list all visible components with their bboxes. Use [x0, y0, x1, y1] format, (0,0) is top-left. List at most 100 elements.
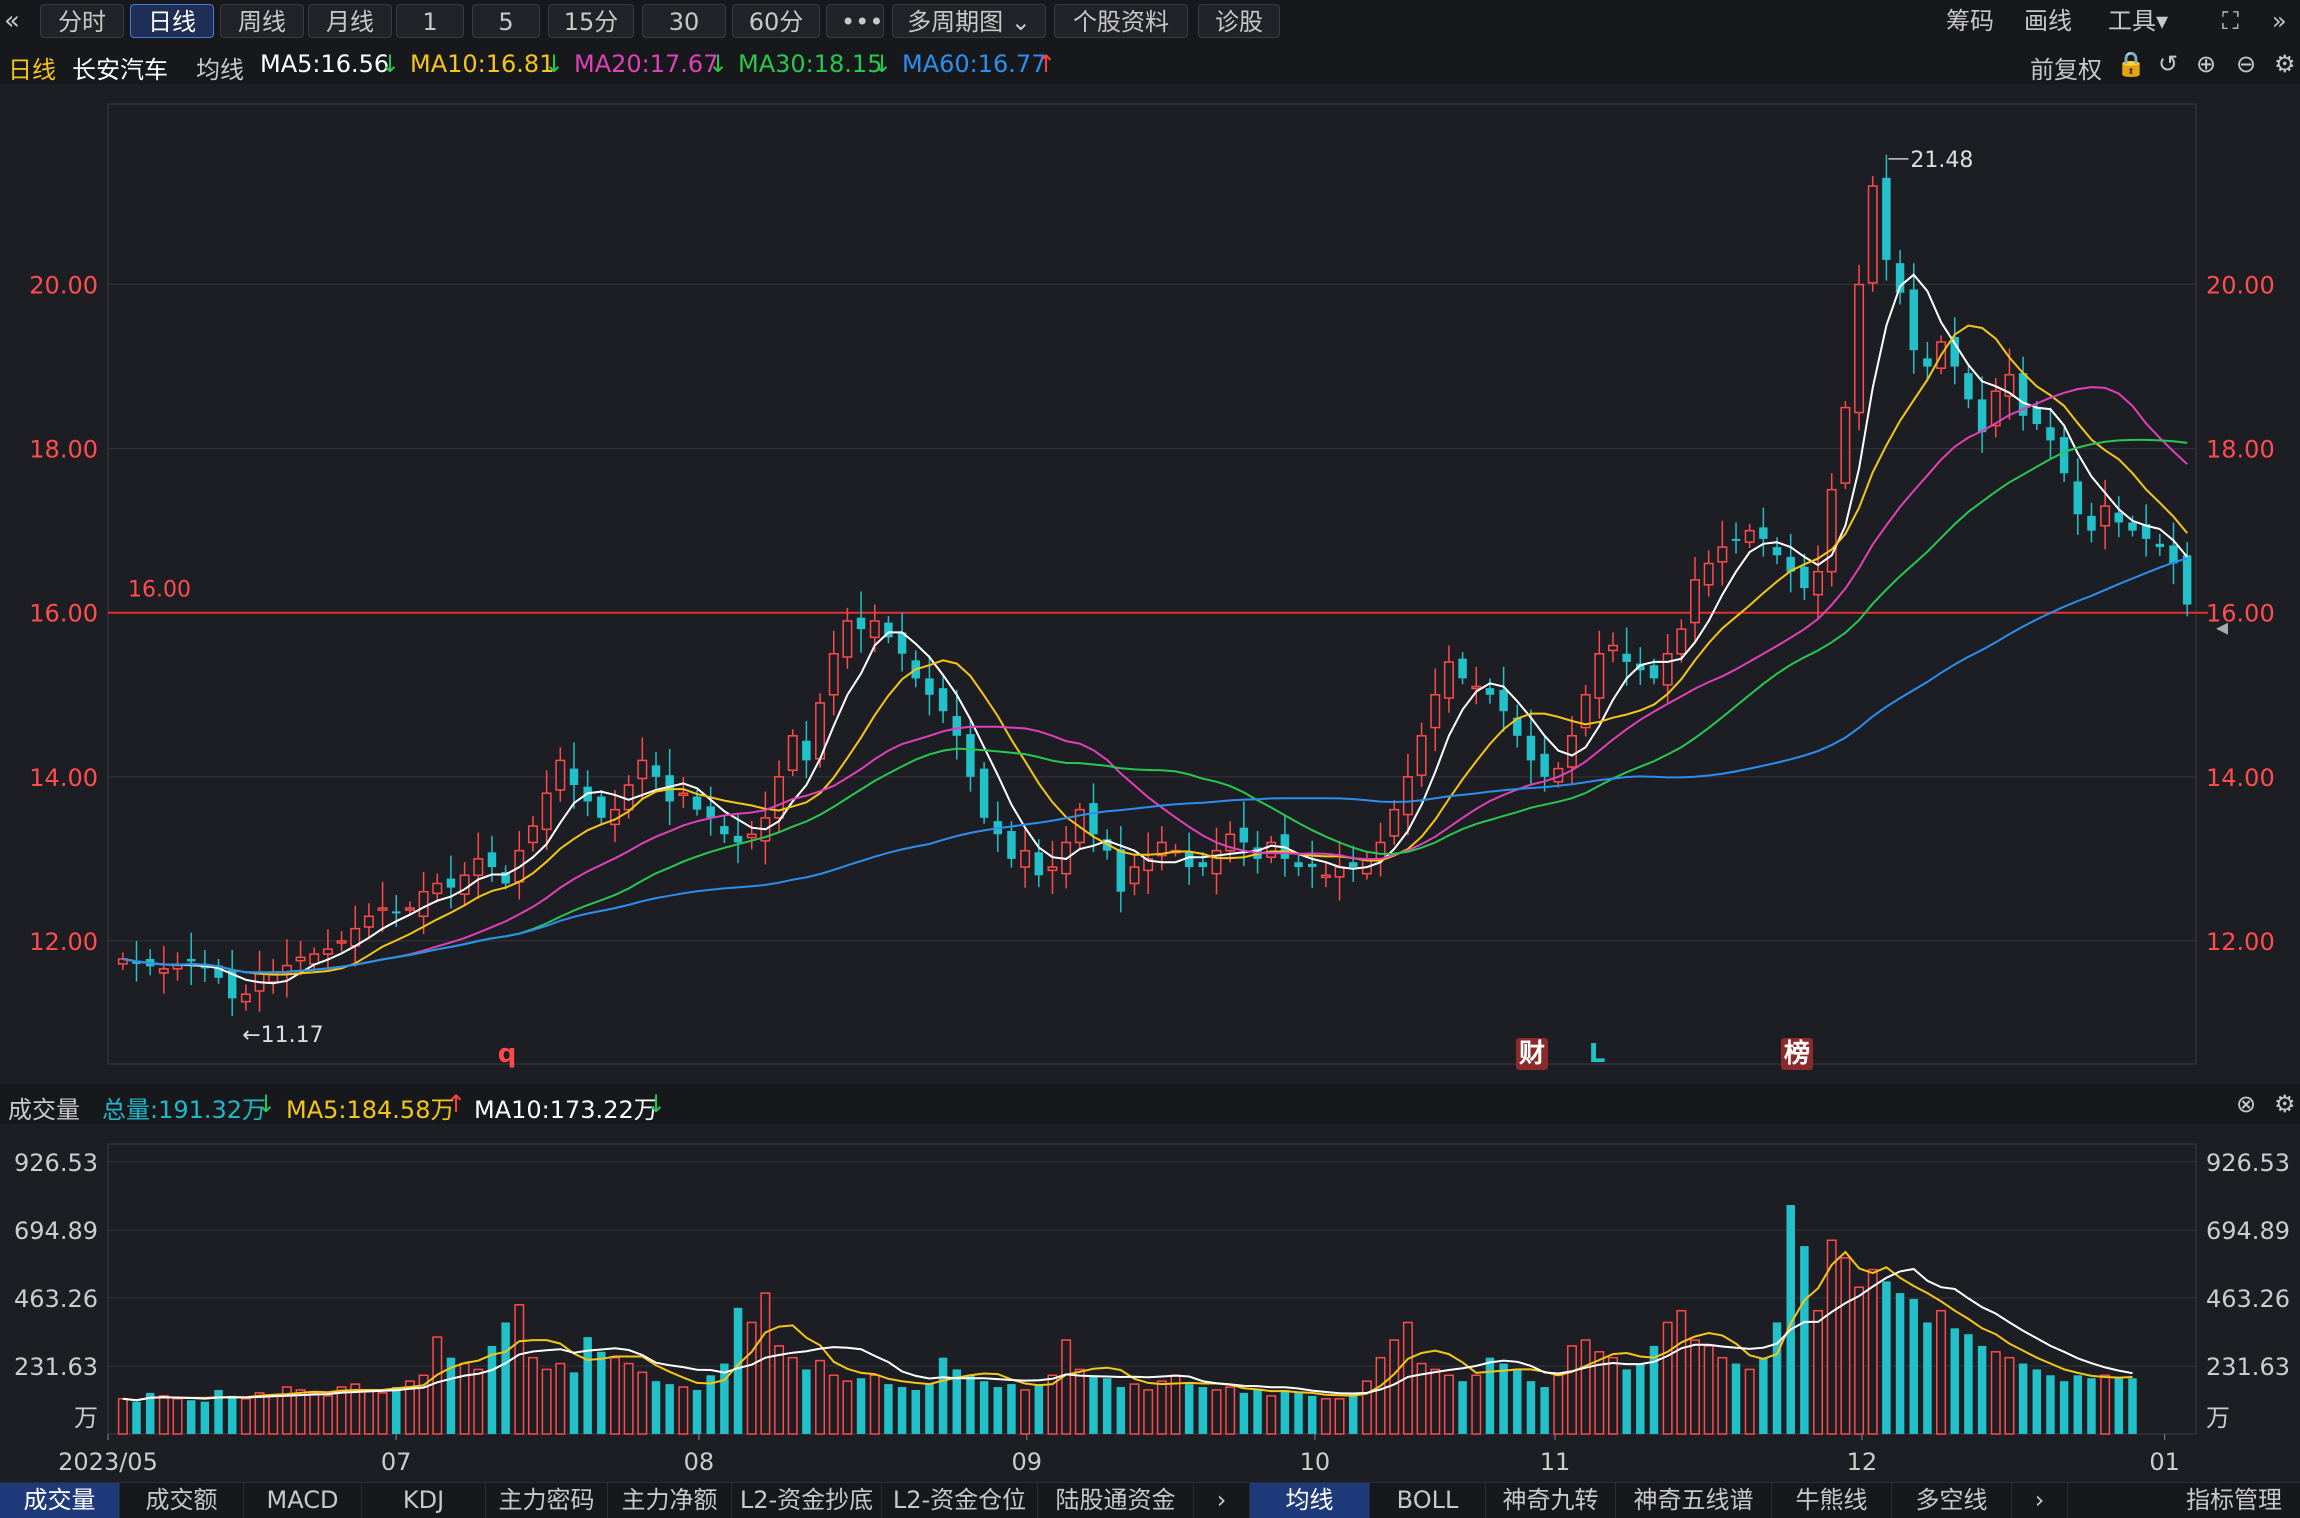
tab-hk-connect[interactable]: 陆股通资金 — [1038, 1483, 1194, 1518]
tab-magic-five[interactable]: 神奇五线谱 — [1616, 1483, 1772, 1518]
tab-8[interactable]: 60分 — [732, 4, 820, 38]
volume-bar-up — [158, 1395, 169, 1435]
candle-body-up — [240, 993, 251, 1003]
candle-body-down — [1116, 849, 1126, 892]
candle-body-down — [1513, 717, 1522, 736]
volume-bar-up — [869, 1374, 880, 1435]
candle-body-down — [1034, 852, 1044, 876]
tab-main-chip[interactable]: 主力密码 — [486, 1483, 608, 1518]
stock-name[interactable]: 长安汽车 — [72, 56, 168, 84]
draw-line-button[interactable]: 画线 — [2024, 7, 2072, 35]
back-icon[interactable]: « — [4, 6, 20, 36]
candle-body-down — [884, 622, 893, 638]
candle-body-up — [404, 907, 415, 911]
candle-body-down — [1759, 527, 1768, 539]
fullscreen-icon[interactable]: ⛶ — [2222, 7, 2239, 35]
tools-menu-button[interactable]: 工具▾ — [2108, 7, 2169, 35]
volume-bar-down — [1882, 1281, 1891, 1434]
candle-body-down — [1458, 658, 1467, 679]
zoom-in-icon[interactable]: ⊕ — [2196, 50, 2217, 78]
volume-tick-right: 926.53 — [2206, 1149, 2290, 1177]
collapse-panel-icon[interactable]: » — [2272, 7, 2287, 35]
volume-bar-down — [501, 1322, 510, 1434]
volume-bar-down — [911, 1389, 920, 1434]
volume-bar-up — [1826, 1239, 1837, 1435]
ma20-down-arrow-icon: ↓ — [708, 50, 729, 78]
tab-5[interactable]: 5分 — [472, 4, 540, 70]
tab-kdj[interactable]: KDJ — [362, 1483, 486, 1518]
volume-bar-down — [214, 1389, 223, 1434]
ma5-value: MA5:16.56 — [260, 50, 390, 78]
volume-bar-up — [774, 1345, 785, 1435]
close-volume-icon[interactable]: ⊗ — [2236, 1090, 2257, 1118]
tab-7[interactable]: 30分 — [642, 4, 726, 70]
tab-long-short[interactable]: 多空线 — [1892, 1483, 2012, 1518]
candle-body-down — [2128, 522, 2137, 531]
undo-icon[interactable]: ↺ — [2158, 50, 2179, 78]
tab-ma[interactable]: 均线 — [1250, 1483, 1370, 1518]
volume-bar-down — [1526, 1381, 1536, 1434]
tab-main-net[interactable]: 主力净额 — [608, 1483, 732, 1518]
volume-bar-up — [1225, 1386, 1236, 1435]
tab-magic-nine[interactable]: 神奇九转 — [1486, 1483, 1616, 1518]
volume-bar-down — [993, 1387, 1003, 1434]
scroll-right-icon[interactable]: › — [1194, 1483, 1250, 1518]
scroll-right-icon-2[interactable]: › — [2012, 1483, 2068, 1518]
tab-4[interactable]: 1分 — [396, 4, 464, 70]
chip-button[interactable]: 筹码 — [1946, 7, 1994, 35]
volume-bar-down — [802, 1369, 811, 1434]
candle-body-up — [1826, 488, 1837, 573]
volume-chart[interactable]: 926.53 926.53 694.89 694.89 463.26 463.26 231.… — [0, 1124, 2300, 1482]
candle-body-up — [1375, 841, 1386, 860]
tab-l2-position[interactable]: L2-资金仓位 — [882, 1483, 1038, 1518]
lock-icon[interactable]: 🔒 — [2116, 50, 2146, 78]
tab-bull-line[interactable]: 牛熊线 — [1772, 1483, 1892, 1518]
ma5-line — [122, 273, 2188, 985]
volume-bar-down — [2114, 1378, 2124, 1434]
candle-body-up — [1156, 841, 1167, 857]
ma-label[interactable]: 均线 — [196, 56, 244, 84]
volume-bar-down — [186, 1400, 196, 1434]
volume-bar-up — [1662, 1321, 1673, 1435]
volume-settings-gear-icon[interactable]: ⚙ — [2274, 1090, 2296, 1118]
tab-2[interactable]: 周线 — [220, 4, 304, 38]
tab-1[interactable]: 日线 — [130, 4, 214, 38]
tab-9[interactable]: ••• — [826, 4, 884, 38]
candlestick-chart[interactable]: 20.00 20.00 18.00 18.00 16.00 16.00 14.00 14.00… — [0, 84, 2300, 1084]
tab-volume[interactable]: 成交量 — [0, 1483, 120, 1518]
candle-body-down — [1636, 663, 1645, 671]
tab-turnover[interactable]: 成交额 — [120, 1483, 244, 1518]
candle-body-down — [856, 617, 866, 630]
volume-bar-up — [1061, 1339, 1072, 1435]
settings-gear-icon[interactable]: ⚙ — [2274, 50, 2296, 78]
candle-body-down — [1239, 827, 1249, 843]
tab-12[interactable]: 诊股 — [1198, 4, 1280, 38]
volume-bar-down — [884, 1384, 893, 1434]
tab-macd[interactable]: MACD — [244, 1483, 362, 1518]
candle-body-down — [227, 969, 237, 999]
tab-3[interactable]: 月线 — [308, 4, 392, 38]
fuquan-button[interactable]: 前复权 — [2030, 56, 2102, 84]
volume-tick-left: 463.26 — [14, 1285, 98, 1313]
indicator-manage-button[interactable]: 指标管理 — [2186, 1486, 2282, 1514]
candle-body-down — [2169, 545, 2178, 564]
price-chart[interactable]: 20.00 20.00 18.00 18.00 16.00 16.00 14.00 14.00… — [0, 84, 2300, 1084]
tab-0[interactable]: 分时 — [40, 4, 124, 38]
volume-info-bar: 成交量 总量:191.32万 ↓ MA5:184.58万 ↑ MA10:173.… — [0, 1084, 2300, 1124]
zoom-out-icon[interactable]: ⊖ — [2236, 50, 2257, 78]
tab-boll[interactable]: BOLL — [1370, 1483, 1486, 1518]
tab-11[interactable]: 个股资料 — [1054, 4, 1188, 38]
candle-body-up — [1211, 849, 1222, 875]
candle-body-down — [1909, 289, 1918, 351]
tab-6[interactable]: 15分 — [548, 4, 634, 38]
price-tick-right: 18.00 — [2206, 436, 2275, 464]
candle-body-up — [322, 948, 333, 955]
volume-bar-down — [665, 1384, 674, 1434]
tab-10[interactable]: 多周期图 ⌄ — [892, 4, 1046, 38]
candle-body-up — [1867, 185, 1878, 284]
tab-l2-bottom[interactable]: L2-资金抄底 — [732, 1483, 882, 1518]
marker-cai: 财 — [1519, 1039, 1545, 1069]
volume-bar-up — [404, 1380, 415, 1435]
candle-body-up — [336, 940, 347, 944]
volume-tick-right: 463.26 — [2206, 1285, 2290, 1313]
